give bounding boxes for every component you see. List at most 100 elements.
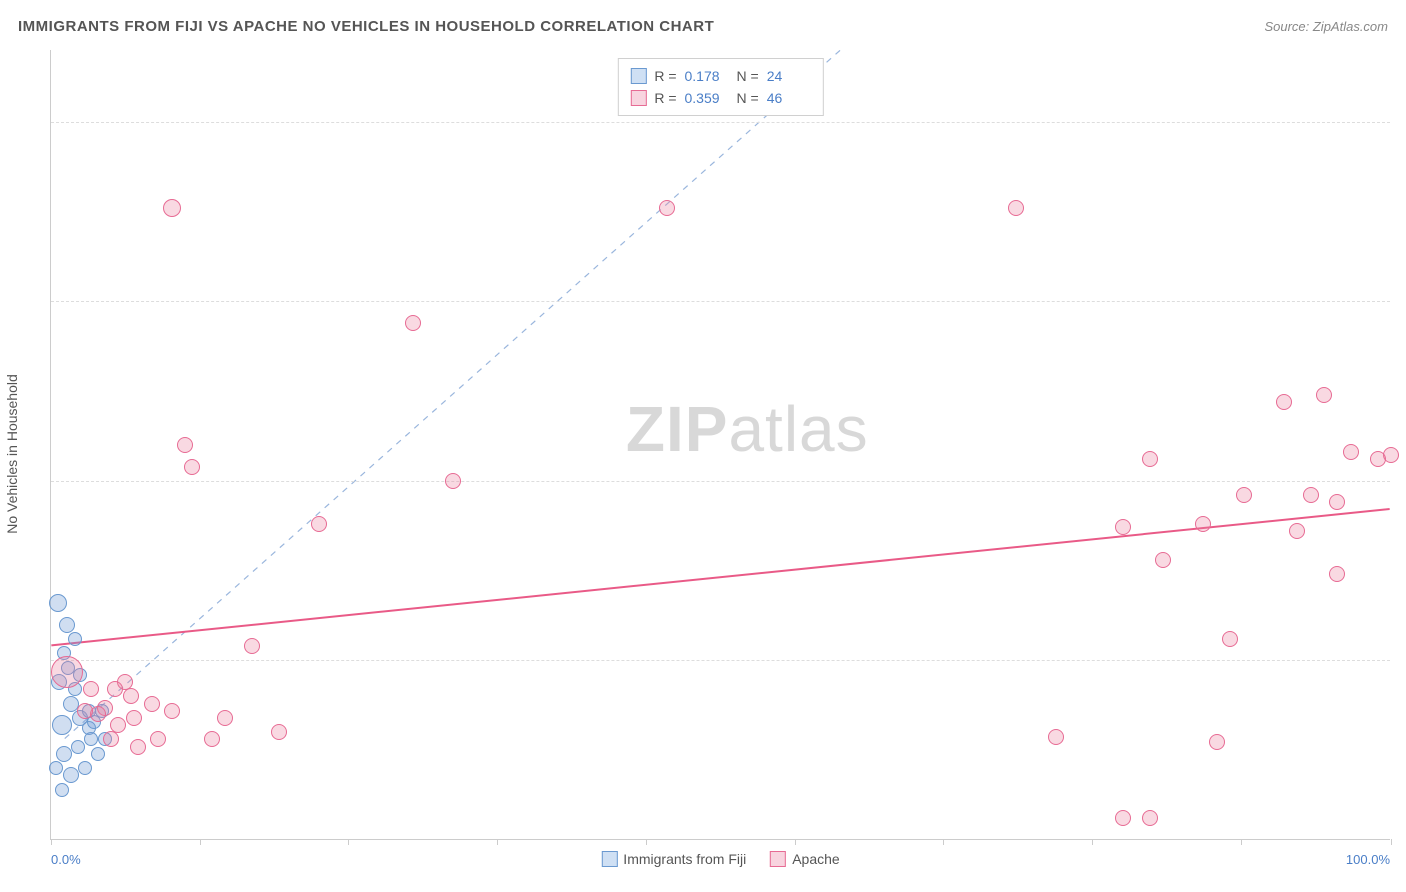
scatter-point: [49, 594, 67, 612]
scatter-point: [52, 715, 72, 735]
scatter-point: [1209, 734, 1225, 750]
y-tick-label: 50.0%: [1400, 114, 1406, 129]
legend-swatch: [770, 851, 786, 867]
x-tick: [795, 839, 796, 845]
scatter-point: [1329, 494, 1345, 510]
chart-title: IMMIGRANTS FROM FIJI VS APACHE NO VEHICL…: [18, 18, 714, 35]
gridline: [51, 301, 1390, 302]
r-label: R =: [654, 65, 676, 87]
scatter-point: [150, 731, 166, 747]
scatter-point: [163, 199, 181, 217]
scatter-point: [1048, 729, 1064, 745]
scatter-point: [1142, 451, 1158, 467]
gridline: [51, 481, 1390, 482]
scatter-point: [1303, 487, 1319, 503]
scatter-point: [78, 761, 92, 775]
stats-legend-box: R = 0.178 N = 24 R = 0.359 N = 46: [617, 58, 823, 116]
scatter-point: [1316, 387, 1332, 403]
scatter-point: [217, 710, 233, 726]
scatter-point: [144, 696, 160, 712]
scatter-point: [311, 516, 327, 532]
legend-item: Immigrants from Fiji: [601, 851, 746, 867]
scatter-point: [1289, 523, 1305, 539]
x-tick: [1092, 839, 1093, 845]
scatter-point: [83, 681, 99, 697]
scatter-point: [164, 703, 180, 719]
stats-row: R = 0.178 N = 24: [630, 65, 810, 87]
scatter-point: [71, 740, 85, 754]
scatter-point: [130, 739, 146, 755]
stats-row: R = 0.359 N = 46: [630, 87, 810, 109]
scatter-point: [1008, 200, 1024, 216]
scatter-point: [244, 638, 260, 654]
scatter-point: [91, 747, 105, 761]
legend-label: Immigrants from Fiji: [623, 851, 746, 867]
scatter-point: [1343, 444, 1359, 460]
scatter-point: [271, 724, 287, 740]
scatter-point: [84, 732, 98, 746]
x-tick: [348, 839, 349, 845]
y-axis-label: No Vehicles in Household: [4, 374, 20, 534]
n-value: 46: [767, 87, 811, 109]
series-swatch: [630, 68, 646, 84]
x-tick: [1391, 839, 1392, 845]
plot-area: ZIPatlas R =0.178N =24R =0.359N =46 Immi…: [50, 50, 1390, 840]
scatter-point: [184, 459, 200, 475]
scatter-point: [1329, 566, 1345, 582]
y-tick-label: 25.0%: [1400, 473, 1406, 488]
x-tick: [1241, 839, 1242, 845]
y-tick-label: 12.5%: [1400, 653, 1406, 668]
scatter-point: [1142, 810, 1158, 826]
legend-bottom: Immigrants from Fiji Apache: [601, 851, 839, 867]
scatter-point: [445, 473, 461, 489]
scatter-point: [204, 731, 220, 747]
scatter-point: [1155, 552, 1171, 568]
watermark: ZIPatlas: [626, 392, 869, 466]
scatter-point: [55, 783, 69, 797]
r-label: R =: [654, 87, 676, 109]
x-tick-label-min: 0.0%: [51, 852, 81, 867]
scatter-point: [59, 617, 75, 633]
scatter-point: [1195, 516, 1211, 532]
gridline: [51, 122, 1390, 123]
legend-item: Apache: [770, 851, 839, 867]
scatter-point: [103, 731, 119, 747]
x-tick: [200, 839, 201, 845]
n-label: N =: [737, 65, 759, 87]
x-tick: [51, 839, 52, 845]
r-value: 0.178: [685, 65, 729, 87]
scatter-point: [1370, 451, 1386, 467]
gridline: [51, 660, 1390, 661]
scatter-point: [107, 681, 123, 697]
scatter-point: [1115, 810, 1131, 826]
scatter-point: [51, 656, 83, 688]
legend-swatch: [601, 851, 617, 867]
scatter-point: [126, 710, 142, 726]
source-attribution: Source: ZipAtlas.com: [1264, 19, 1388, 34]
scatter-point: [405, 315, 421, 331]
trend-lines-layer: [51, 50, 1390, 839]
scatter-point: [77, 703, 93, 719]
legend-label: Apache: [792, 851, 839, 867]
source-prefix: Source:: [1264, 19, 1312, 34]
scatter-point: [123, 688, 139, 704]
scatter-point: [659, 200, 675, 216]
scatter-point: [1276, 394, 1292, 410]
x-tick: [943, 839, 944, 845]
y-tick-label: 37.5%: [1400, 294, 1406, 309]
scatter-point: [49, 761, 63, 775]
watermark-light: atlas: [728, 393, 868, 465]
r-value: 0.359: [685, 87, 729, 109]
scatter-point: [177, 437, 193, 453]
x-tick-label-max: 100.0%: [1346, 852, 1390, 867]
scatter-point: [1236, 487, 1252, 503]
n-label: N =: [737, 87, 759, 109]
scatter-point: [1115, 519, 1131, 535]
watermark-bold: ZIP: [626, 393, 729, 465]
scatter-point: [1222, 631, 1238, 647]
n-value: 24: [767, 65, 811, 87]
source-name: ZipAtlas.com: [1313, 19, 1388, 34]
x-tick: [497, 839, 498, 845]
scatter-point: [68, 632, 82, 646]
trend-line: [51, 509, 1389, 645]
